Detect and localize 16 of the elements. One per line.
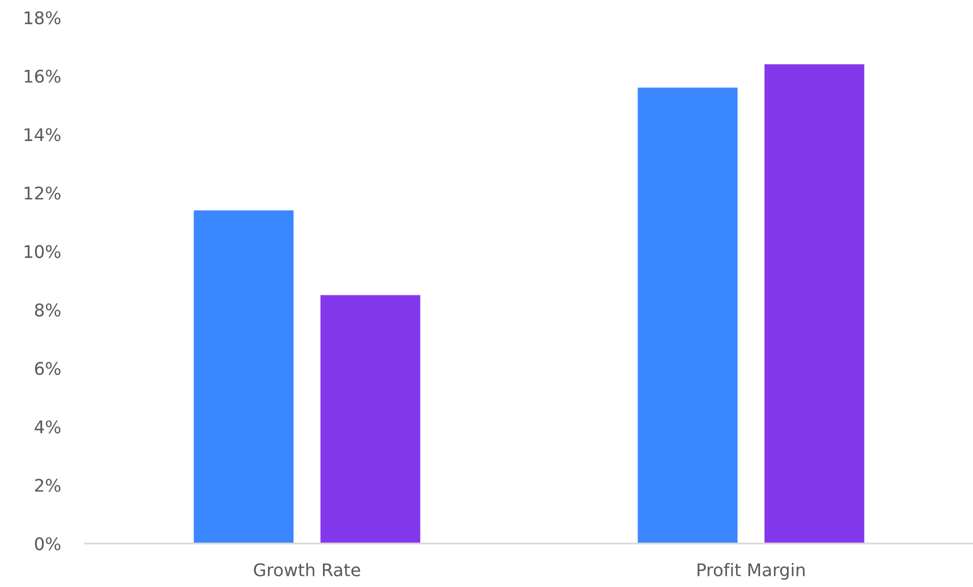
y-tick-label: 2% [35,478,60,492]
x-tick-label: Profit Margin [698,562,805,580]
y-tick-label: 18% [24,11,60,24]
y-tick-label: 10% [24,244,60,258]
y-tick-label: 4% [34,420,60,434]
x-tick-label: Growth Rate [254,562,360,576]
bar [638,88,738,544]
bar [194,210,294,544]
y-tick-label: 16% [24,70,60,83]
y-tick-label: 12% [24,186,60,200]
y-tick-label: 0% [34,537,60,550]
y-tick-label: 14% [24,128,60,142]
bar [320,295,420,544]
y-tick-label: 6% [35,362,60,376]
y-tick-label: 8% [35,303,60,317]
bar [764,64,864,544]
